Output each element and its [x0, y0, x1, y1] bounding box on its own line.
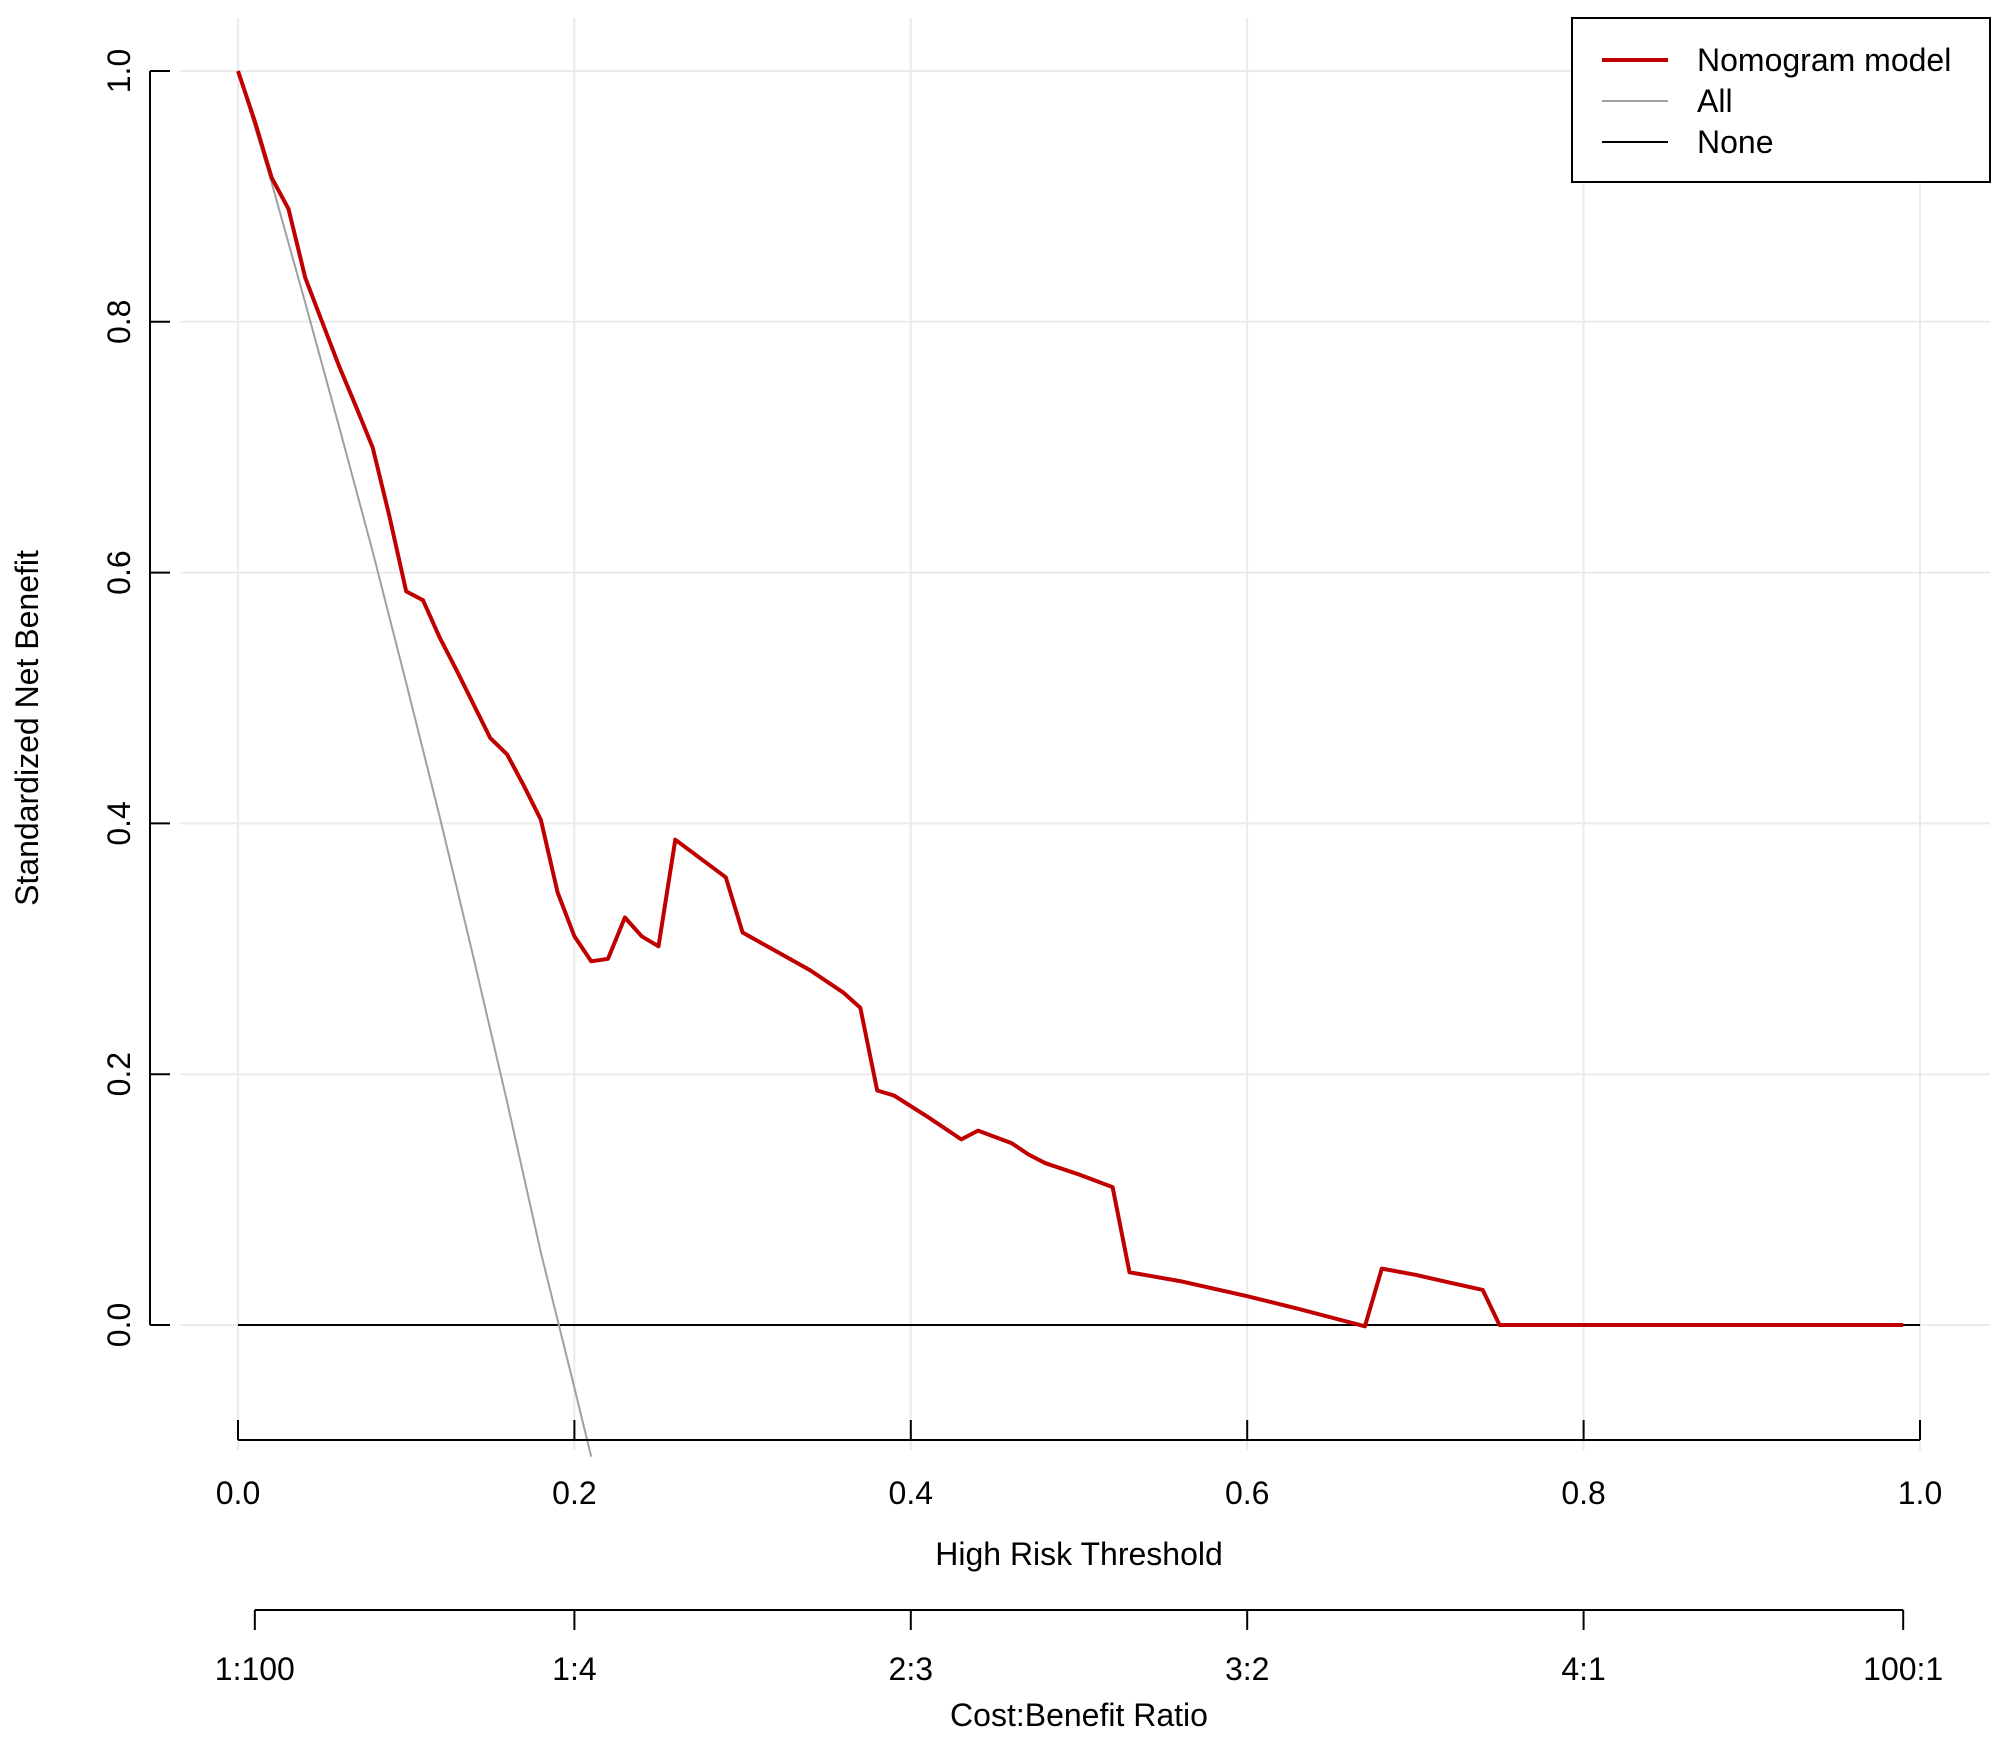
y-tick-label-5: 1.0	[101, 49, 137, 93]
cost-benefit-tick-label-2: 2:3	[889, 1651, 933, 1687]
cost-benefit-tick-label-1: 1:4	[552, 1651, 596, 1687]
x-tick-label-1: 0.2	[552, 1475, 596, 1511]
y-tick-label-4: 0.8	[101, 300, 137, 344]
x-tick-label-4: 0.8	[1561, 1475, 1605, 1511]
legend-label-all: All	[1697, 83, 1733, 119]
x-tick-label-5: 1.0	[1898, 1475, 1942, 1511]
legend: Nomogram model All None	[1571, 17, 1991, 183]
legend-label-none: None	[1697, 124, 1774, 160]
y-tick-label-3: 0.6	[101, 550, 137, 594]
cost-benefit-tick-label-5: 100:1	[1863, 1651, 1943, 1687]
cost-benefit-tick-label-0: 1:100	[215, 1651, 295, 1687]
y-tick-label-2: 0.4	[101, 801, 137, 845]
x-tick-label-2: 0.4	[889, 1475, 933, 1511]
y-axis: 0.0 0.2 0.4 0.6 0.8 1.0	[101, 49, 170, 1347]
cost-benefit-tick-label-3: 3:2	[1225, 1651, 1269, 1687]
x-tick-label-0: 0.0	[216, 1475, 260, 1511]
x-tick-label-3: 0.6	[1225, 1475, 1269, 1511]
x-axis-title: High Risk Threshold	[935, 1536, 1223, 1572]
cost-benefit-axis: 1:100 1:4 2:3 3:2 4:1 100:1	[215, 1609, 1943, 1687]
cost-benefit-axis-title: Cost:Benefit Ratio	[950, 1697, 1208, 1733]
y-tick-label-0: 0.0	[101, 1303, 137, 1347]
y-tick-label-1: 0.2	[101, 1052, 137, 1096]
x-axis: 0.0 0.2 0.4 0.6 0.8 1.0	[216, 1420, 1942, 1511]
series-lines	[236, 70, 1920, 1457]
series-line-all	[237, 70, 593, 1457]
cost-benefit-tick-label-4: 4:1	[1561, 1651, 1605, 1687]
y-axis-title: Standardized Net Benefit	[9, 550, 45, 906]
grid	[180, 18, 1990, 1451]
legend-label-nomogram: Nomogram model	[1697, 42, 1951, 78]
series-line-nomogram-model	[236, 70, 1904, 1329]
